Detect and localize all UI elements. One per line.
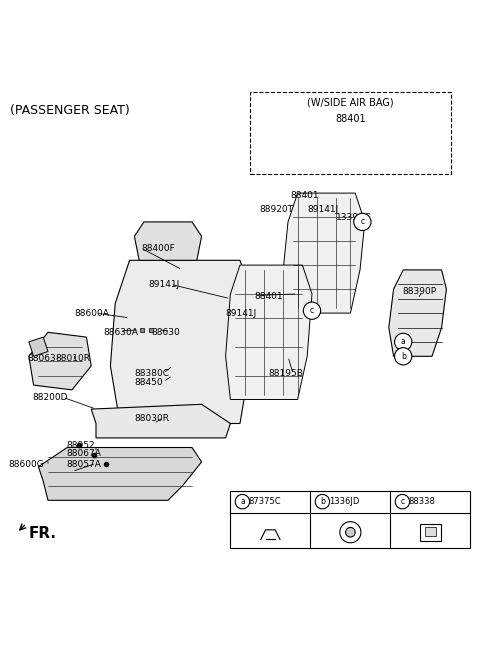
- Text: 88195B: 88195B: [269, 369, 304, 377]
- Text: 88067A: 88067A: [66, 449, 101, 458]
- Text: 1339CC: 1339CC: [336, 213, 372, 221]
- Text: (PASSENGER SEAT): (PASSENGER SEAT): [10, 104, 129, 117]
- Text: 88401: 88401: [335, 114, 366, 124]
- Polygon shape: [29, 337, 48, 356]
- Text: FR.: FR.: [29, 527, 57, 542]
- Circle shape: [315, 495, 330, 509]
- Text: 88200D: 88200D: [33, 392, 68, 402]
- Text: 88390P: 88390P: [402, 287, 436, 296]
- Text: 88010R: 88010R: [55, 354, 90, 364]
- Polygon shape: [134, 222, 202, 260]
- Circle shape: [346, 527, 355, 537]
- Text: 87375C: 87375C: [249, 497, 281, 506]
- Text: 88380C: 88380C: [134, 369, 169, 377]
- Circle shape: [340, 521, 361, 543]
- Text: 88057A: 88057A: [66, 460, 101, 469]
- Text: 88600G: 88600G: [9, 460, 44, 469]
- Text: 89141J: 89141J: [307, 206, 338, 214]
- Text: a: a: [240, 497, 245, 506]
- Text: 88630A: 88630A: [103, 328, 138, 337]
- Polygon shape: [29, 332, 91, 390]
- Text: 88063: 88063: [28, 354, 57, 364]
- Bar: [250, 92, 451, 174]
- Text: c: c: [400, 497, 405, 506]
- Circle shape: [354, 214, 371, 231]
- Text: 88338: 88338: [408, 497, 435, 506]
- Text: b: b: [320, 497, 325, 506]
- Text: (W/SIDE AIR BAG): (W/SIDE AIR BAG): [307, 97, 394, 107]
- Text: 88450: 88450: [134, 378, 163, 387]
- Text: 88920T: 88920T: [259, 206, 293, 214]
- Text: 88952: 88952: [66, 441, 95, 449]
- Polygon shape: [283, 193, 365, 313]
- Bar: [420, 523, 441, 541]
- Polygon shape: [226, 265, 312, 400]
- Text: a: a: [401, 337, 406, 346]
- Text: c: c: [360, 217, 364, 227]
- Circle shape: [303, 302, 321, 320]
- Text: 88400F: 88400F: [142, 244, 175, 253]
- Circle shape: [235, 495, 250, 509]
- Polygon shape: [38, 447, 202, 500]
- Polygon shape: [389, 270, 446, 356]
- Polygon shape: [91, 404, 230, 438]
- Text: c: c: [310, 306, 314, 315]
- Text: 88600A: 88600A: [74, 309, 109, 318]
- Text: b: b: [401, 352, 406, 361]
- Text: 89141J: 89141J: [226, 309, 257, 318]
- Text: 88630: 88630: [151, 328, 180, 337]
- Bar: [425, 527, 436, 536]
- Text: 88401: 88401: [254, 291, 283, 301]
- Circle shape: [395, 333, 412, 350]
- Bar: [230, 491, 470, 548]
- Text: 88030R: 88030R: [134, 414, 169, 423]
- Text: 88401: 88401: [290, 191, 319, 200]
- Polygon shape: [110, 260, 254, 424]
- Circle shape: [395, 495, 409, 509]
- Text: 1336JD: 1336JD: [329, 497, 359, 506]
- Text: 89141J: 89141J: [149, 280, 180, 289]
- Circle shape: [395, 348, 412, 365]
